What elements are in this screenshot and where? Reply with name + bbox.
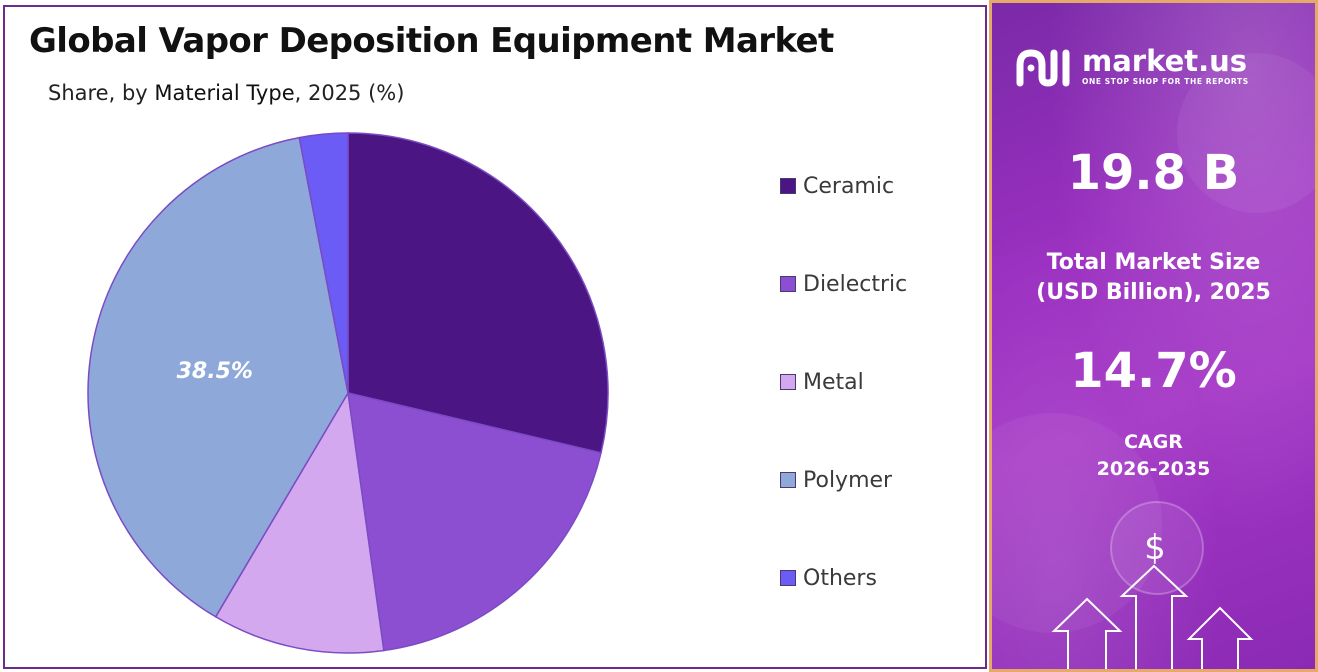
data-label-polymer: 38.5%	[177, 359, 253, 384]
subtitle-emphasis: Material Type	[154, 81, 295, 105]
market-size-label: Total Market Size (USD Billion), 2025	[992, 248, 1315, 308]
pie-slice-ceramic	[347, 132, 609, 454]
legend-swatch	[780, 178, 796, 194]
market-size-label-line1: Total Market Size	[1046, 250, 1261, 275]
legend-label: Others	[803, 565, 877, 591]
brand-name: market.us	[1082, 44, 1248, 78]
legend-swatch	[780, 472, 796, 488]
pie-slice-metal	[214, 390, 385, 654]
legend-item-polymer: Polymer	[780, 464, 892, 496]
cagr-label-line1: CAGR	[1124, 431, 1183, 453]
market-size-label-line2: (USD Billion), 2025	[1036, 280, 1271, 305]
chart-title: Global Vapor Deposition Equipment Market	[29, 21, 834, 61]
legend-label: Dielectric	[803, 271, 908, 297]
cagr-value: 14.7%	[1070, 343, 1237, 399]
dollar-icon: $	[1144, 528, 1166, 568]
legend-item-metal: Metal	[780, 366, 864, 398]
subtitle-suffix: , 2025 (%)	[294, 81, 405, 105]
cagr-label: CAGR 2026-2035	[992, 429, 1315, 483]
legend-label: Polymer	[803, 467, 893, 493]
brand-tagline: ONE STOP SHOP FOR THE REPORTS	[1082, 77, 1249, 86]
legend-item-dielectric: Dielectric	[780, 268, 907, 300]
legend-item-ceramic: Ceramic	[780, 170, 894, 202]
pie-chart: 38.5%	[87, 132, 609, 654]
market-us-logo-icon	[1016, 49, 1070, 87]
legend-swatch	[780, 374, 796, 390]
legend-label: Ceramic	[803, 173, 895, 199]
coin-icon	[1110, 501, 1204, 595]
pie-slice-others	[298, 132, 349, 394]
market-size-value: 19.8 B	[1067, 145, 1240, 201]
background-decoration: $	[992, 53, 1315, 669]
legend-item-others: Others	[780, 562, 877, 594]
legend-swatch	[780, 570, 796, 586]
summary-panel: $ market.us ONE STOP SHOP FOR THE REPORT…	[989, 0, 1318, 672]
pie-slice-polymer	[87, 136, 349, 618]
cagr-label-line2: 2026-2035	[1096, 458, 1211, 480]
pie-slice-dielectric	[347, 392, 602, 652]
growth-arrows-icon	[1051, 564, 1254, 669]
chart-subtitle: Share, by Material Type, 2025 (%)	[48, 81, 404, 105]
subtitle-prefix: Share, by	[48, 81, 155, 105]
brand-logo: market.us ONE STOP SHOP FOR THE REPORTS	[1012, 41, 1249, 91]
chart-panel: 38.5% Global Vapor Deposition Equipment …	[3, 5, 987, 669]
legend-label: Metal	[803, 369, 864, 395]
legend-swatch	[780, 276, 796, 292]
